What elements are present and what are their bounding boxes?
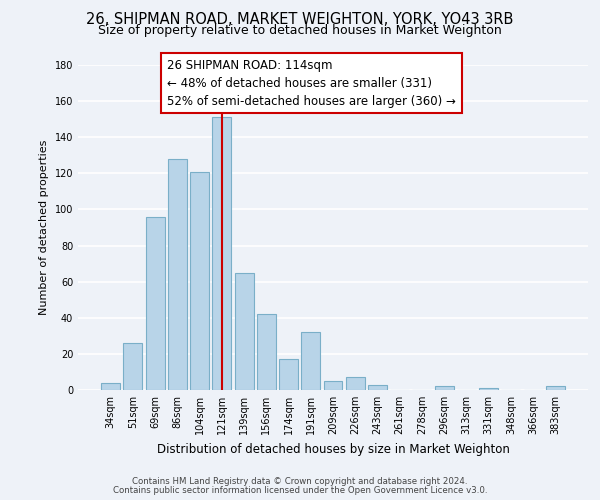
- Text: Contains HM Land Registry data © Crown copyright and database right 2024.: Contains HM Land Registry data © Crown c…: [132, 477, 468, 486]
- Bar: [124, 343, 142, 390]
- Text: 26, SHIPMAN ROAD, MARKET WEIGHTON, YORK, YO43 3RB: 26, SHIPMAN ROAD, MARKET WEIGHTON, YORK,…: [86, 12, 514, 28]
- Bar: [546, 386, 565, 390]
- Bar: [101, 383, 120, 390]
- Bar: [301, 332, 320, 390]
- Bar: [435, 386, 454, 390]
- Y-axis label: Number of detached properties: Number of detached properties: [39, 140, 49, 315]
- Text: 26 SHIPMAN ROAD: 114sqm
← 48% of detached houses are smaller (331)
52% of semi-d: 26 SHIPMAN ROAD: 114sqm ← 48% of detache…: [167, 58, 456, 108]
- X-axis label: Distribution of detached houses by size in Market Weighton: Distribution of detached houses by size …: [157, 442, 509, 456]
- Bar: [346, 378, 365, 390]
- Bar: [479, 388, 498, 390]
- Bar: [235, 272, 254, 390]
- Text: Contains public sector information licensed under the Open Government Licence v3: Contains public sector information licen…: [113, 486, 487, 495]
- Bar: [190, 172, 209, 390]
- Bar: [368, 384, 387, 390]
- Bar: [257, 314, 276, 390]
- Bar: [168, 159, 187, 390]
- Bar: [146, 216, 164, 390]
- Bar: [323, 381, 343, 390]
- Bar: [212, 118, 231, 390]
- Bar: [279, 360, 298, 390]
- Text: Size of property relative to detached houses in Market Weighton: Size of property relative to detached ho…: [98, 24, 502, 37]
